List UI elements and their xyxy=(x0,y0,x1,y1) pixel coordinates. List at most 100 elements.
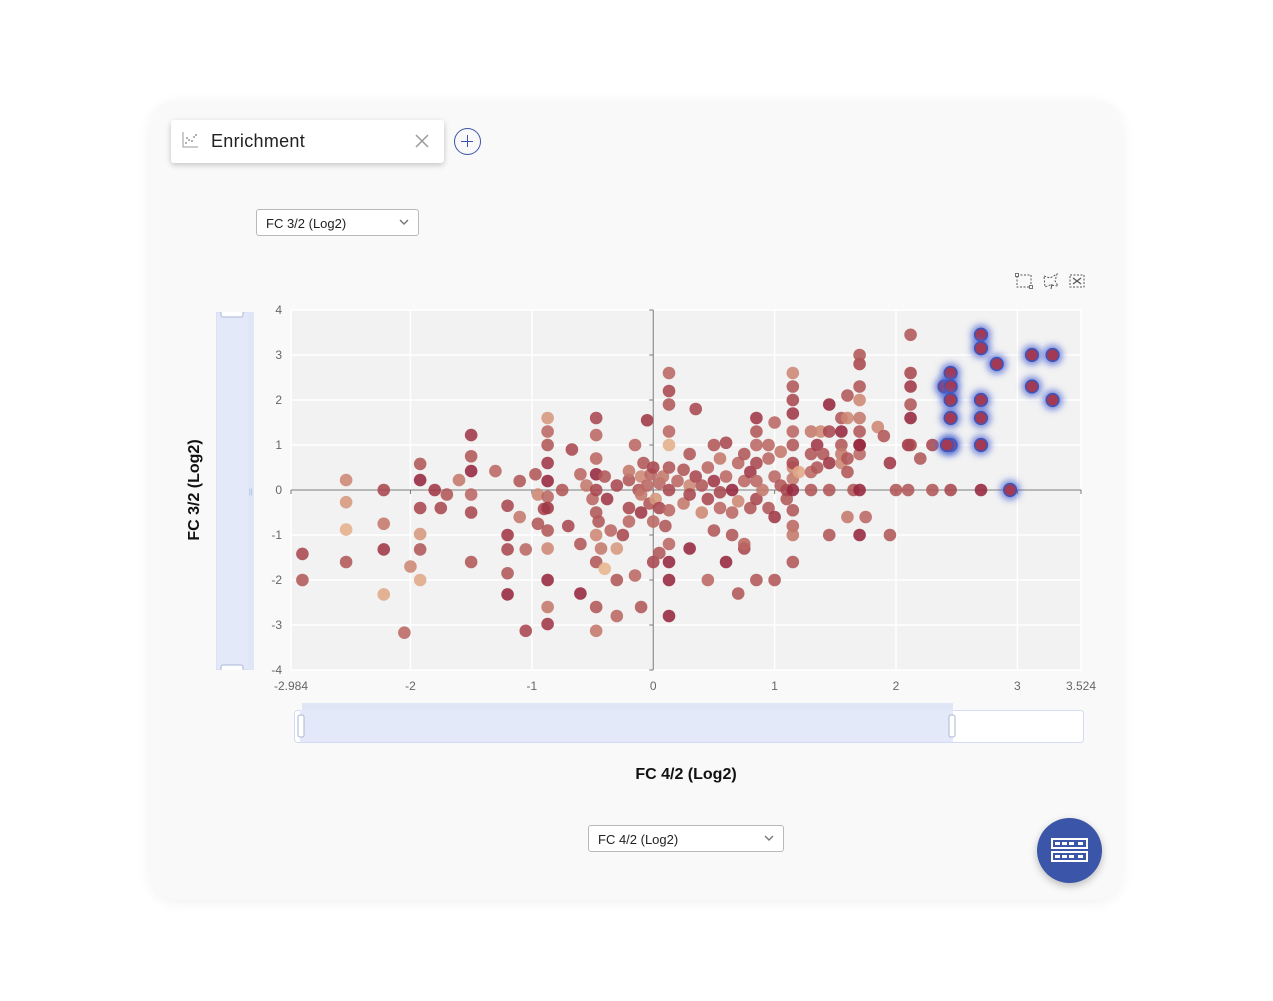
lasso-select-icon[interactable] xyxy=(1042,272,1060,290)
x-range-handle-right[interactable] xyxy=(948,714,956,738)
data-point[interactable] xyxy=(622,501,636,515)
data-point[interactable] xyxy=(737,447,751,461)
data-point[interactable] xyxy=(713,452,727,465)
data-point[interactable] xyxy=(656,470,670,483)
data-point[interactable] xyxy=(531,488,545,501)
data-point[interactable] xyxy=(853,425,866,438)
data-point[interactable] xyxy=(662,461,676,474)
data-point[interactable] xyxy=(413,473,427,487)
data-point[interactable] xyxy=(786,503,800,517)
data-point[interactable] xyxy=(904,328,917,342)
data-point[interactable] xyxy=(440,488,454,501)
data-point[interactable] xyxy=(622,464,636,478)
data-point[interactable] xyxy=(501,499,514,513)
data-point[interactable] xyxy=(646,555,660,569)
data-point[interactable] xyxy=(377,543,391,556)
data-point[interactable] xyxy=(731,494,745,508)
clear-selection-icon[interactable] xyxy=(1068,272,1086,290)
data-point[interactable] xyxy=(786,528,800,542)
data-point[interactable] xyxy=(580,479,593,492)
data-point[interactable] xyxy=(555,483,569,497)
data-point[interactable] xyxy=(689,470,703,483)
data-point[interactable] xyxy=(634,470,648,483)
data-point[interactable] xyxy=(464,506,478,519)
data-point[interactable] xyxy=(695,506,709,519)
data-point[interactable] xyxy=(853,483,866,497)
data-point[interactable] xyxy=(541,425,554,438)
data-point[interactable] xyxy=(904,380,917,393)
data-point[interactable] xyxy=(835,425,848,438)
data-point[interactable] xyxy=(589,483,603,497)
data-point[interactable] xyxy=(750,573,763,587)
data-point[interactable] xyxy=(786,425,800,438)
data-point[interactable] xyxy=(513,474,526,488)
data-point[interactable] xyxy=(786,438,800,452)
data-point[interactable] xyxy=(719,470,733,483)
data-point[interactable] xyxy=(786,366,800,380)
data-point[interactable] xyxy=(804,483,818,497)
data-point[interactable] xyxy=(662,425,676,438)
data-point[interactable] xyxy=(634,600,648,614)
data-point[interactable] xyxy=(677,497,690,510)
data-point[interactable] xyxy=(574,587,587,600)
data-point[interactable] xyxy=(598,562,611,576)
data-point[interactable] xyxy=(731,456,745,470)
data-point[interactable] xyxy=(574,467,587,481)
data-point[interactable] xyxy=(622,473,636,487)
data-point[interactable] xyxy=(822,398,836,411)
data-point[interactable] xyxy=(737,537,751,551)
data-point[interactable] xyxy=(835,438,848,452)
data-point[interactable] xyxy=(634,488,648,501)
data-point[interactable] xyxy=(707,474,721,488)
data-point[interactable] xyxy=(565,443,579,456)
data-point[interactable] xyxy=(541,490,554,504)
data-point[interactable] xyxy=(810,461,824,474)
data-point[interactable] xyxy=(853,447,866,461)
data-point[interactable] xyxy=(701,492,715,506)
data-point[interactable] xyxy=(853,380,866,393)
data-point[interactable] xyxy=(719,436,733,450)
data-point[interactable] xyxy=(737,474,751,488)
selected-data-point[interactable] xyxy=(1024,379,1040,394)
data-point[interactable] xyxy=(610,479,624,492)
data-point[interactable] xyxy=(531,517,545,531)
data-point[interactable] xyxy=(377,517,391,531)
data-point[interactable] xyxy=(883,528,897,542)
data-point[interactable] xyxy=(904,438,917,452)
data-point[interactable] xyxy=(541,617,554,631)
data-point[interactable] xyxy=(762,438,775,452)
data-point[interactable] xyxy=(859,510,872,524)
data-point[interactable] xyxy=(725,528,739,542)
data-point[interactable] xyxy=(501,543,514,556)
box-select-icon[interactable] xyxy=(1015,272,1033,290)
data-point[interactable] xyxy=(662,438,676,452)
selected-data-point[interactable] xyxy=(939,437,955,453)
data-point[interactable] xyxy=(756,483,769,497)
data-point[interactable] xyxy=(452,473,466,487)
data-point[interactable] xyxy=(589,428,603,442)
y-range-handle-top[interactable] xyxy=(220,312,244,318)
data-point[interactable] xyxy=(464,555,478,569)
data-point[interactable] xyxy=(683,479,696,492)
data-point[interactable] xyxy=(628,569,642,582)
data-point[interactable] xyxy=(913,452,927,465)
data-point[interactable] xyxy=(541,438,554,452)
data-point[interactable] xyxy=(762,452,775,465)
data-point[interactable] xyxy=(413,543,427,556)
selected-data-point[interactable] xyxy=(973,410,989,426)
tab-enrichment[interactable]: Enrichment xyxy=(171,120,444,163)
data-point[interactable] xyxy=(541,456,554,470)
data-point[interactable] xyxy=(662,573,676,587)
data-point[interactable] xyxy=(719,555,733,569)
data-point[interactable] xyxy=(744,465,757,479)
data-point[interactable] xyxy=(652,501,666,515)
close-icon[interactable] xyxy=(414,133,430,149)
data-point[interactable] xyxy=(662,483,676,497)
data-point[interactable] xyxy=(707,438,721,452)
data-point[interactable] xyxy=(780,492,794,506)
data-point[interactable] xyxy=(786,407,800,420)
data-point[interactable] xyxy=(659,519,672,533)
data-point[interactable] xyxy=(725,483,739,497)
selected-data-point[interactable] xyxy=(1003,482,1018,498)
data-point[interactable] xyxy=(877,429,891,443)
